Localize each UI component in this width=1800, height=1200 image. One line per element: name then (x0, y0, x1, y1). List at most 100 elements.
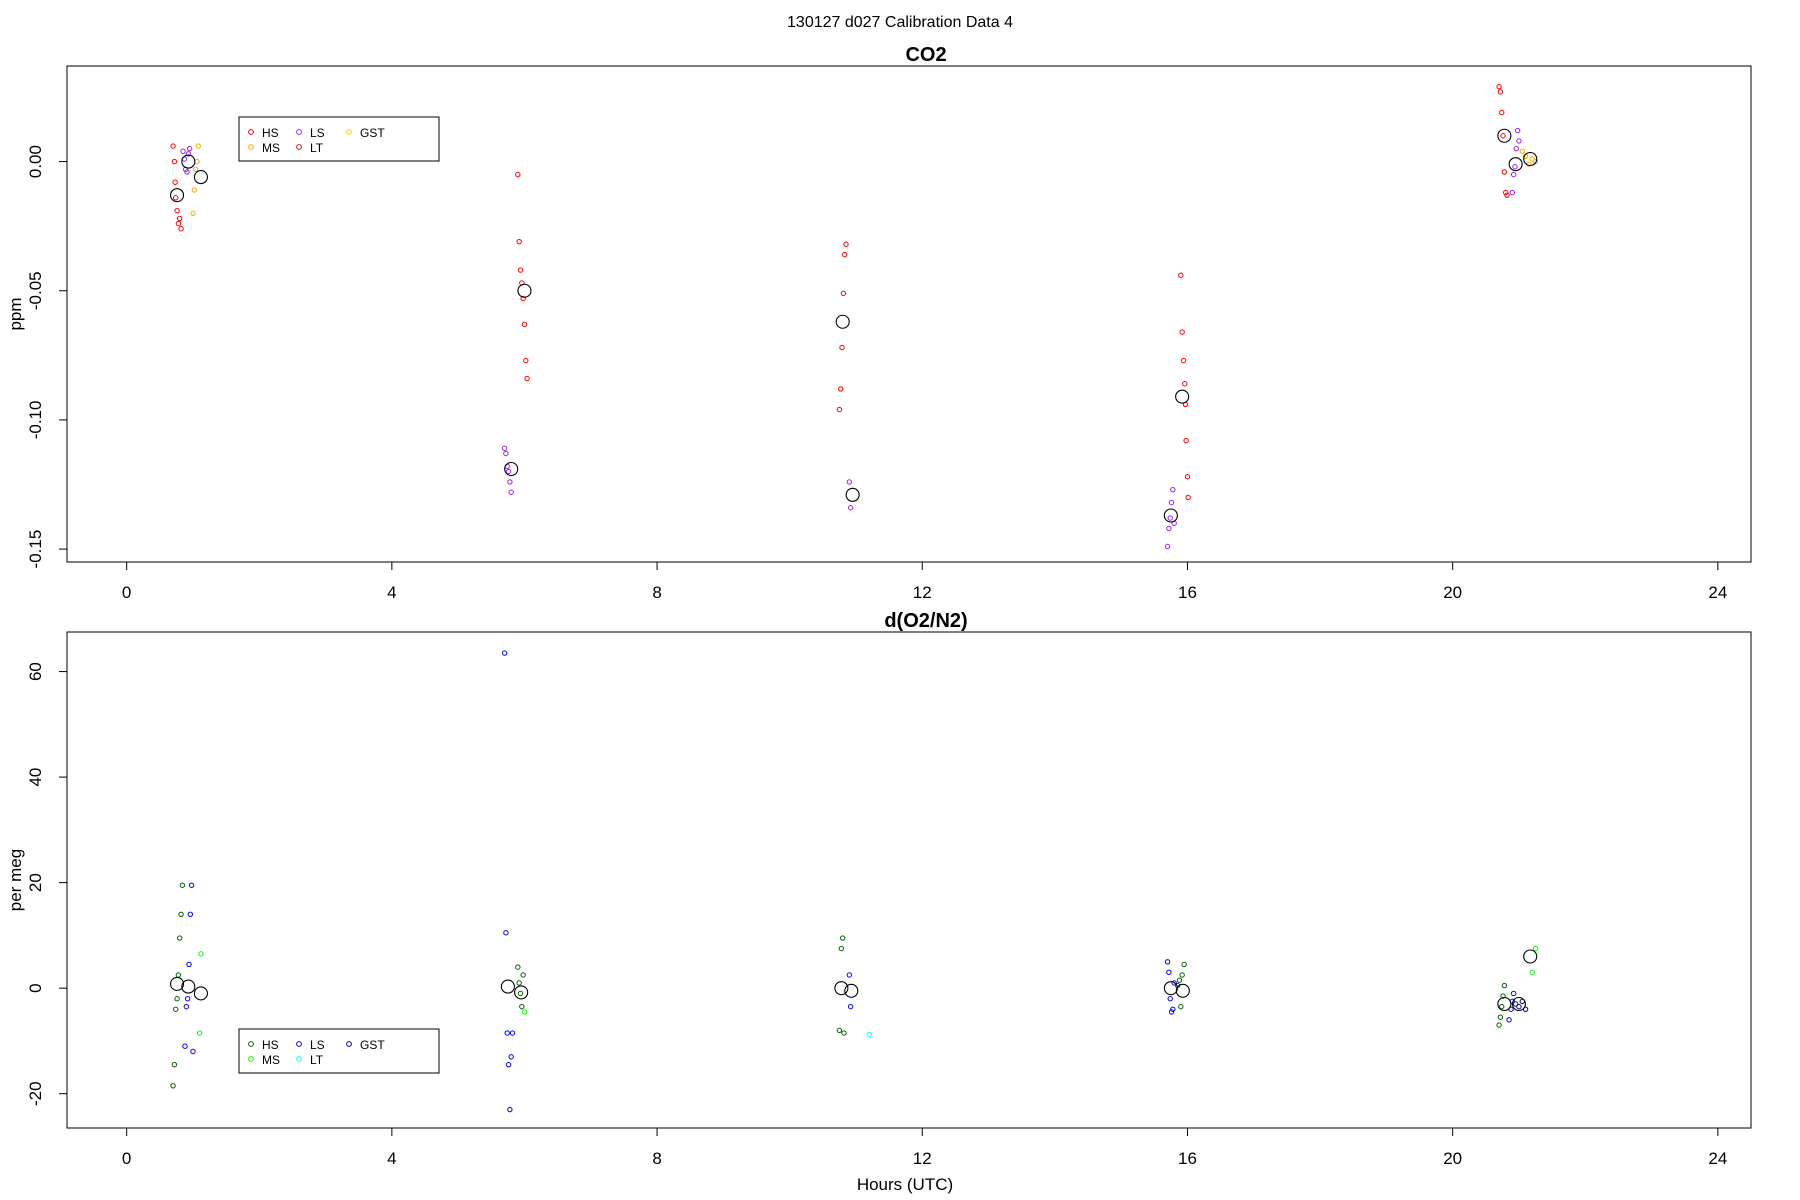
x-tick-label: 8 (652, 1149, 661, 1168)
panel-o2n2: d(O2/N2) per meg Hours (UTC) -200204060 … (6, 610, 1752, 1194)
data-points (170, 83, 1539, 550)
data-point-hs (1499, 109, 1505, 116)
data-point-mean (181, 154, 196, 169)
data-point-mean (1497, 996, 1512, 1012)
legend-label-ls: LS (310, 1038, 325, 1052)
data-point-ls (505, 468, 512, 475)
data-point-ls (1170, 486, 1176, 493)
x-tick-label: 24 (1708, 583, 1727, 602)
data-point-hs (1504, 192, 1510, 198)
data-point-hs (171, 1061, 178, 1068)
legend-marker-ms (248, 144, 254, 150)
data-point-ls (1167, 996, 1173, 1002)
legend-marker-ms (248, 1056, 254, 1062)
data-point-ms (192, 166, 199, 173)
data-point-mean (500, 979, 515, 994)
data-point-ls (184, 169, 190, 175)
data-point-ls (182, 1043, 188, 1049)
data-point-ls (1171, 980, 1177, 986)
data-point-mean (181, 979, 196, 994)
data-point-hs (836, 1027, 843, 1034)
y-tick-label: 40 (26, 768, 45, 787)
data-point-hs (175, 220, 182, 227)
data-point-mean (835, 314, 850, 329)
legend-box (238, 1028, 440, 1074)
data-point-ls (1514, 127, 1521, 134)
data-point-hs (523, 357, 529, 364)
data-point-hs (178, 226, 184, 232)
y-axis-label: ppm (6, 297, 25, 330)
data-point-hs (1500, 993, 1506, 999)
data-point-ls (847, 1003, 854, 1010)
data-point-ls (184, 996, 191, 1002)
data-point-ls (1512, 164, 1518, 170)
data-point-hs (515, 171, 521, 178)
y-tick-label: 0.00 (26, 145, 45, 178)
data-point-mean (1511, 996, 1527, 1012)
legend-box (238, 116, 440, 162)
legend-label-lt: LT (310, 141, 324, 155)
data-point-mean (193, 170, 208, 185)
data-point-mean (1497, 128, 1512, 143)
data-point-hs (1502, 189, 1509, 196)
data-point-hs (1500, 133, 1506, 139)
legend-marker-ls (296, 1041, 302, 1047)
data-point-ls (186, 961, 192, 968)
data-point-ls (1506, 1017, 1512, 1023)
data-point-mean (844, 983, 859, 998)
y-tick-label: -0.15 (26, 530, 45, 569)
data-point-ls (1164, 543, 1171, 550)
x-tick-label: 16 (1178, 583, 1197, 602)
x-tick-label: 4 (387, 1149, 396, 1168)
data-point-mean (514, 985, 529, 1000)
data-point-hs (179, 882, 186, 888)
legend-marker-lt (296, 1056, 302, 1062)
data-point-ls (1166, 969, 1172, 976)
data-point-ls (1168, 1009, 1175, 1015)
data-point-ms (1532, 158, 1539, 165)
data-point-hs (173, 195, 179, 201)
data-point-ms (195, 143, 201, 149)
data-point-mean (1523, 151, 1538, 167)
legend-label-hs: HS (262, 126, 279, 140)
data-point-hs (843, 241, 849, 247)
data-point-ls (186, 145, 193, 152)
data-point-hs (1497, 1014, 1504, 1020)
data-point-ls (846, 972, 853, 978)
data-point-ls (508, 489, 514, 495)
data-point-ls (185, 151, 192, 157)
x-axis-label: Hours (UTC) (857, 1175, 953, 1194)
data-point-hs (517, 990, 524, 997)
data-point-hs (171, 158, 178, 165)
data-point-hs (516, 238, 522, 245)
data-point-mean (193, 986, 208, 1001)
data-point-hs (1182, 381, 1188, 387)
data-point-hs (1181, 961, 1187, 968)
data-point-mean (1175, 983, 1190, 998)
data-point-hs (1184, 474, 1191, 480)
legend-label-ls: LS (310, 126, 325, 140)
legend-marker-hs (248, 129, 254, 135)
data-point-ls (183, 1003, 190, 1010)
data-point-hs (841, 251, 848, 258)
legend-label-hs: HS (262, 1038, 279, 1052)
data-point-ls (1509, 189, 1516, 196)
x-tick-label: 4 (387, 583, 396, 602)
data-point-hs (519, 1003, 525, 1010)
data-point-ls (1166, 525, 1172, 532)
data-point-ms (1529, 156, 1535, 162)
data-point-ls (1513, 145, 1520, 152)
data-point-ls (507, 479, 513, 485)
data-point-mean (845, 487, 860, 502)
data-point-ls (509, 1030, 516, 1036)
data-point-hs (1179, 329, 1185, 335)
data-point-ms (1519, 148, 1525, 154)
data-point-hs (1178, 1003, 1184, 1010)
data-point-hs (1176, 977, 1183, 983)
y-tick-label: 20 (26, 873, 45, 892)
data-point-ms (521, 1009, 528, 1015)
data-point-ls (507, 1106, 513, 1113)
y-tick-label: -20 (26, 1081, 45, 1106)
legend: HS MS LS LT GST (238, 1028, 440, 1074)
